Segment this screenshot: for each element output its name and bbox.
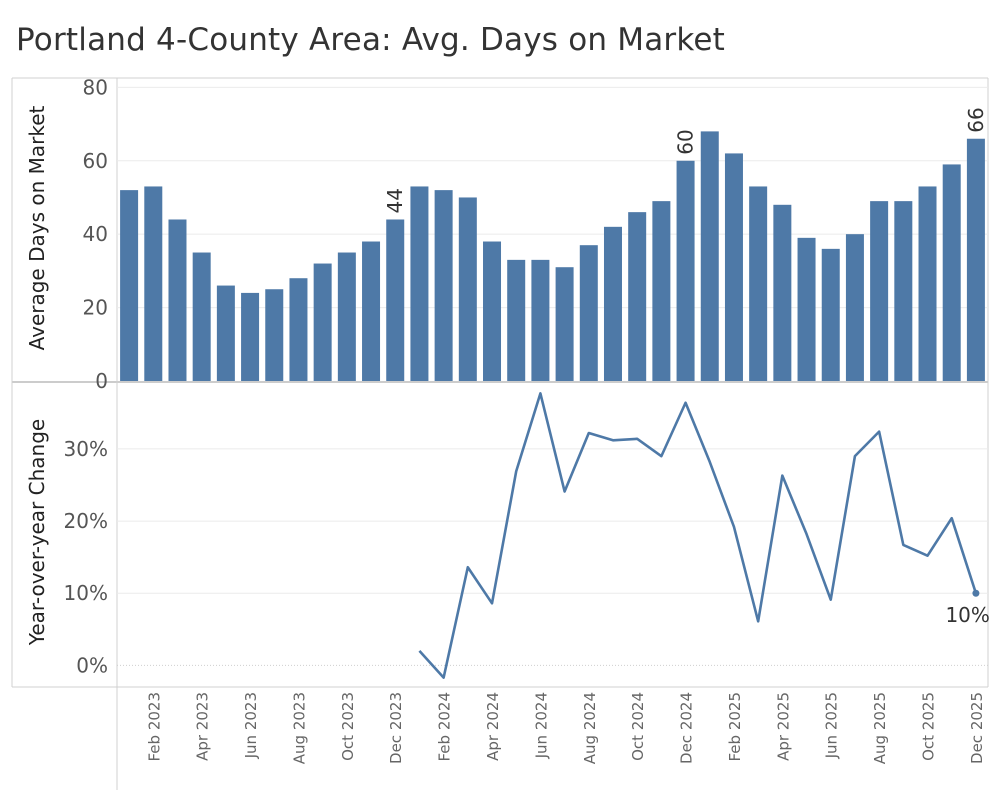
x-tick-label: Aug 2023 xyxy=(290,692,308,764)
bar xyxy=(797,237,816,381)
x-tick-label: Oct 2023 xyxy=(339,692,357,761)
line-series: 10% xyxy=(418,392,990,679)
bar xyxy=(579,245,598,381)
bar xyxy=(894,201,913,381)
bar-y-tick-label: 20 xyxy=(83,296,108,320)
x-axis: Feb 2023 Apr 2023 Jun 2023 Aug 2023 Oct 2023… xyxy=(145,692,986,764)
bar xyxy=(120,190,139,381)
bar xyxy=(337,252,356,381)
bar xyxy=(652,201,671,381)
bar xyxy=(966,138,985,381)
line-y-tick-label: 10% xyxy=(64,581,108,605)
x-tick-label: Apr 2024 xyxy=(484,692,502,761)
x-tick-label: Dec 2024 xyxy=(678,692,696,764)
yoy-line xyxy=(418,392,978,679)
bar xyxy=(603,226,622,381)
x-tick-label: Feb 2023 xyxy=(145,692,163,762)
bar xyxy=(458,197,477,381)
bar xyxy=(531,259,550,381)
line-y-axis-label: Year-over-year Change xyxy=(25,419,49,646)
bar xyxy=(749,186,768,381)
x-tick-label: Dec 2025 xyxy=(968,692,986,764)
bar-y-tick-label: 40 xyxy=(83,222,108,246)
line-y-tick-label: 20% xyxy=(64,509,108,533)
bar-data-label: 44 xyxy=(383,188,407,213)
x-tick-label: Aug 2025 xyxy=(871,692,889,764)
bar xyxy=(918,186,937,381)
line-y-tick-label: 0% xyxy=(76,653,108,677)
bar-panel-gridlines xyxy=(117,86,988,309)
bar xyxy=(870,201,889,381)
bar xyxy=(628,212,647,381)
x-tick-label: Jun 2024 xyxy=(532,692,550,759)
bar xyxy=(821,248,840,381)
line-panel-gridlines xyxy=(117,448,988,666)
x-tick-label: Apr 2023 xyxy=(194,692,212,761)
x-tick-label: Jun 2023 xyxy=(242,692,260,759)
bar xyxy=(313,263,332,381)
x-tick-label: Feb 2024 xyxy=(436,692,454,762)
bar xyxy=(507,259,526,381)
bar xyxy=(942,164,961,381)
bar xyxy=(168,219,187,381)
bar-y-axis-label: Average Days on Market xyxy=(25,105,49,350)
bar xyxy=(241,292,260,381)
line-y-tick-label: 30% xyxy=(64,437,108,461)
bar xyxy=(265,289,284,381)
line-end-point xyxy=(972,589,980,597)
x-tick-label: Feb 2025 xyxy=(726,692,744,762)
bar xyxy=(483,241,502,381)
bar-data-label: 60 xyxy=(674,129,698,154)
bar xyxy=(362,241,381,381)
x-tick-label: Apr 2025 xyxy=(774,692,792,761)
bar-y-tick-label: 80 xyxy=(83,75,108,99)
bar xyxy=(144,186,163,381)
x-tick-label: Jun 2025 xyxy=(823,692,841,759)
bar xyxy=(289,278,308,381)
bar xyxy=(386,219,405,381)
x-tick-label: Dec 2023 xyxy=(387,692,405,764)
bar-y-tick-label: 0 xyxy=(95,369,108,393)
bar xyxy=(676,160,695,381)
bar xyxy=(410,186,429,381)
line-end-label: 10% xyxy=(945,603,989,627)
bar xyxy=(216,285,235,381)
bar xyxy=(700,131,719,381)
bar xyxy=(555,267,574,381)
bar xyxy=(773,204,792,381)
bar xyxy=(192,252,211,381)
bar-series xyxy=(120,131,985,381)
bar-y-axis: 0 20 40 60 80 xyxy=(83,75,108,393)
line-y-axis: 0% 10% 20% 30% xyxy=(64,437,108,677)
bar-y-tick-label: 60 xyxy=(83,149,108,173)
bar xyxy=(434,190,453,381)
chart-frame xyxy=(11,77,989,790)
bar xyxy=(724,153,743,381)
bar xyxy=(845,234,864,381)
x-tick-label: Oct 2025 xyxy=(920,692,938,761)
chart-title: Portland 4-County Area: Avg. Days on Mar… xyxy=(16,22,726,58)
bar-data-label: 66 xyxy=(964,107,988,132)
bar-data-labels: 44 60 66 xyxy=(383,107,988,213)
x-tick-label: Aug 2024 xyxy=(581,692,599,764)
x-tick-label: Oct 2024 xyxy=(629,692,647,761)
